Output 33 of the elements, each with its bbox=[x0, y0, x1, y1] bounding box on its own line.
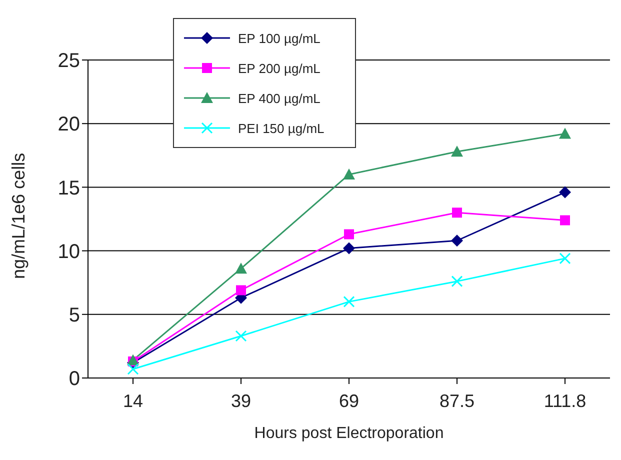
legend-label: EP 400 µg/mL bbox=[238, 90, 320, 106]
y-tick-label: 5 bbox=[68, 304, 80, 326]
y-tick-label: 15 bbox=[58, 177, 80, 200]
point bbox=[559, 252, 571, 264]
x-tick-label: 39 bbox=[230, 390, 252, 411]
y-tick-label: 10 bbox=[58, 240, 80, 263]
x-axis-title: Hours post Electroporation bbox=[254, 425, 444, 442]
y-tick-label: 0 bbox=[68, 368, 80, 390]
point bbox=[127, 363, 139, 375]
point bbox=[560, 215, 570, 226]
y-tick-label: 20 bbox=[58, 114, 80, 136]
point bbox=[451, 276, 463, 288]
point bbox=[235, 330, 247, 342]
x-tick-label: 111.8 bbox=[544, 390, 586, 411]
point bbox=[235, 262, 247, 274]
legend-label: PEI 150 µg/mL bbox=[238, 120, 324, 136]
point bbox=[343, 242, 355, 254]
x-tick-label: 87.5 bbox=[439, 390, 475, 411]
point bbox=[344, 229, 354, 240]
point bbox=[452, 208, 462, 218]
point bbox=[451, 234, 463, 247]
y-tick-label: 25 bbox=[58, 50, 80, 72]
legend-label: EP 100 µg/mL bbox=[238, 30, 320, 46]
x-tick-label: 14 bbox=[122, 390, 144, 411]
legend-label: EP 200 µg/mL bbox=[238, 60, 320, 76]
point bbox=[559, 128, 571, 139]
x-tick-label: 69 bbox=[338, 390, 360, 411]
point bbox=[343, 168, 355, 180]
point bbox=[343, 296, 355, 308]
y-axis-title: ng/mL/1e6 cells bbox=[8, 152, 28, 279]
point bbox=[236, 285, 246, 296]
point bbox=[451, 146, 463, 157]
point bbox=[559, 186, 571, 198]
